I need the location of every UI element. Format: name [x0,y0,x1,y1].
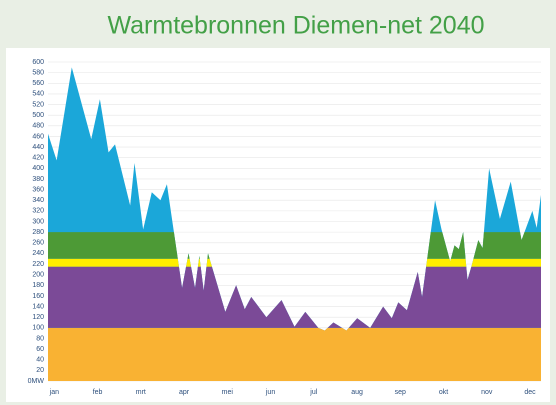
y-tick-label: 60 [36,346,44,353]
x-tick-label: feb [93,389,103,396]
y-tick-label: 260 [32,240,44,247]
x-tick-label: jul [309,389,317,396]
y-tick-label: 20 [36,367,44,374]
y-tick-label: 160 [32,293,44,300]
heat-band [48,327,541,381]
y-tick-label: 560 [32,80,44,87]
y-tick-label: 120 [32,314,44,321]
y-tick-label: 600 [32,59,44,66]
y-tick-label: 300 [32,218,44,225]
y-tick-label: 200 [32,272,44,279]
y-tick-label: 580 [32,69,44,76]
chart-title: Warmtebronnen Diemen-net 2040 [107,12,484,40]
y-tick-label: 80 [36,335,44,342]
y-tick-label: 140 [32,303,44,310]
x-tick-label: jun [265,389,275,396]
y-tick-label: 220 [32,261,44,268]
y-tick-label: 240 [32,250,44,257]
x-tick-label: sep [395,389,406,396]
y-tick-label: 100 [32,325,44,332]
y-tick-label: 540 [32,91,44,98]
x-tick-label: jan [49,389,59,396]
y-tick-label: 440 [32,144,44,151]
y-tick-label: 380 [32,176,44,183]
x-tick-label: mei [222,389,234,396]
y-tick-label: 480 [32,123,44,130]
y-tick-label: 420 [32,155,44,162]
y-tick-label: 320 [32,208,44,215]
y-tick-label: 400 [32,165,44,172]
x-tick-label: mrt [136,389,146,396]
y-tick-label: 500 [32,112,44,119]
y-tick-label: 40 [36,357,44,364]
y-tick-label: 520 [32,101,44,108]
y-tick-label: 460 [32,133,44,140]
y-tick-label: 340 [32,197,44,204]
y-tick-label: 180 [32,282,44,289]
x-tick-label: dec [524,389,536,396]
y-tick-label: 280 [32,229,44,236]
x-tick-label: aug [351,389,363,396]
x-tick-label: okt [439,389,448,396]
x-tick-label: nov [481,389,493,396]
y-tick-label: 360 [32,186,44,193]
y-tick-label: 0MW [28,378,45,385]
x-tick-label: apr [179,389,190,396]
